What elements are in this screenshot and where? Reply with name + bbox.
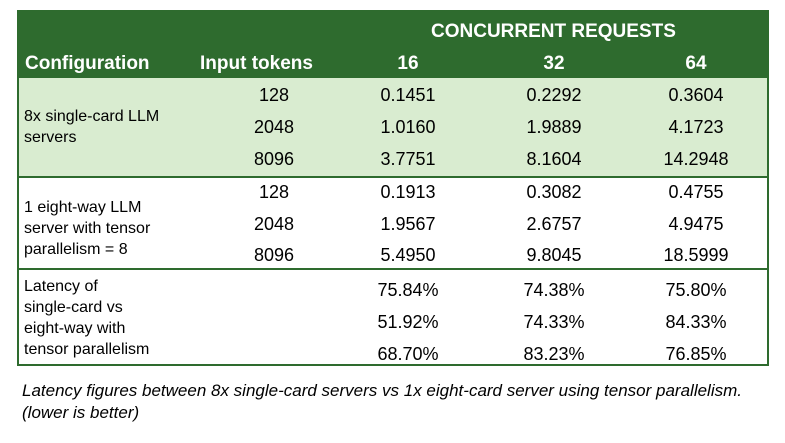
percent-cell: 68.70%: [377, 344, 439, 364]
configuration-label: 8x single-card LLM servers: [24, 108, 160, 146]
configuration-label: 1 eight-way LLM server with tensor paral…: [24, 199, 151, 258]
value-cell: 5.4950: [380, 245, 436, 265]
value-cell: 0.4755: [668, 182, 724, 202]
percent-cell: 76.85%: [665, 344, 727, 364]
input-tokens-cell: 8096: [253, 245, 295, 265]
input-tokens-cell: 128: [258, 85, 290, 105]
value-cell: 4.1723: [668, 117, 724, 137]
value-cell: 1.0160: [380, 117, 436, 137]
percent-cell: 74.33%: [523, 312, 585, 332]
value-cell: 0.3082: [526, 182, 582, 202]
configuration-header: Configuration: [25, 53, 150, 74]
input-tokens-cell: 2048: [253, 214, 295, 234]
group-single-card: 8x single-card LLM servers 128 0.1451 0.…: [19, 78, 767, 176]
value-cell: 0.1451: [380, 85, 436, 105]
configuration-label: Latency of single-card vs eight-way with…: [24, 278, 150, 358]
value-cell: 14.2948: [663, 149, 729, 169]
group-eight-way: 1 eight-way LLM server with tensor paral…: [19, 176, 767, 268]
input-tokens-cell: 128: [258, 182, 290, 202]
percent-cell: 51.92%: [377, 312, 439, 332]
input-tokens-header: Input tokens: [200, 53, 313, 74]
value-cell: 0.3604: [668, 85, 724, 105]
input-tokens-cell: 2048: [253, 117, 295, 137]
percent-cell: 84.33%: [665, 312, 727, 332]
concurrency-32-header: 32: [543, 53, 565, 74]
table-caption: Latency figures between 8x single-card s…: [22, 381, 742, 422]
table-header: CONCURRENT REQUESTS Configuration Input …: [19, 12, 767, 78]
input-tokens-cell: 8096: [253, 149, 295, 169]
value-cell: 3.7751: [380, 149, 436, 169]
concurrency-16-header: 16: [397, 53, 419, 74]
concurrent-requests-header: CONCURRENT REQUESTS: [431, 21, 676, 42]
percent-cell: 74.38%: [523, 280, 585, 300]
group-latency-ratio: Latency of single-card vs eight-way with…: [19, 268, 767, 364]
concurrency-64-header: 64: [685, 53, 707, 74]
value-cell: 2.6757: [526, 214, 582, 234]
value-cell: 8.1604: [526, 149, 582, 169]
percent-cell: 75.84%: [377, 280, 439, 300]
percent-cell: 83.23%: [523, 344, 585, 364]
value-cell: 9.8045: [526, 245, 582, 265]
value-cell: 0.2292: [526, 85, 582, 105]
latency-table: CONCURRENT REQUESTS Configuration Input …: [17, 10, 769, 366]
value-cell: 1.9889: [526, 117, 582, 137]
value-cell: 1.9567: [380, 214, 436, 234]
value-cell: 4.9475: [668, 214, 724, 234]
percent-cell: 75.80%: [665, 280, 727, 300]
value-cell: 0.1913: [380, 182, 436, 202]
value-cell: 18.5999: [663, 245, 729, 265]
